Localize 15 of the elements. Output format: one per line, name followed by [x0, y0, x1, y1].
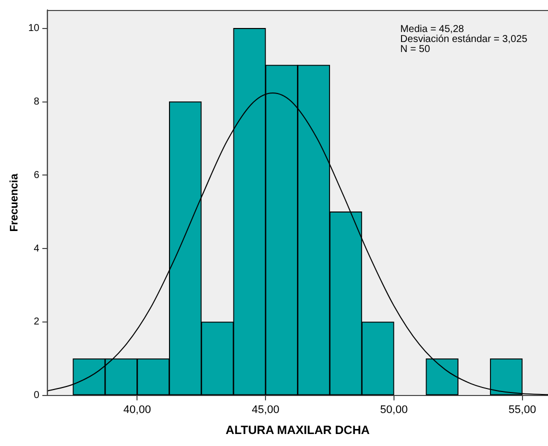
y-tick-label: 8	[34, 96, 40, 108]
annotation: N = 50	[400, 44, 430, 55]
x-tick-label: 40,00	[123, 404, 151, 416]
x-tick-label: 55,00	[508, 404, 536, 416]
y-tick-label: 2	[34, 316, 40, 328]
y-tick-label: 10	[28, 23, 40, 34]
y-axis-title: Frecuencia	[8, 172, 21, 232]
annotation: Media = 45,28	[400, 24, 464, 35]
annotation: Desviación estándar = 3,025	[400, 34, 528, 45]
y-tick-label: 0	[34, 390, 40, 402]
y-tick-label: 4	[34, 243, 40, 254]
x-axis-title: ALTURA MAXILAR DCHA	[226, 423, 370, 438]
y-tick-label: 6	[34, 170, 40, 181]
x-tick-label: 45,00	[252, 404, 280, 416]
x-tick-label: 50,00	[380, 404, 408, 416]
